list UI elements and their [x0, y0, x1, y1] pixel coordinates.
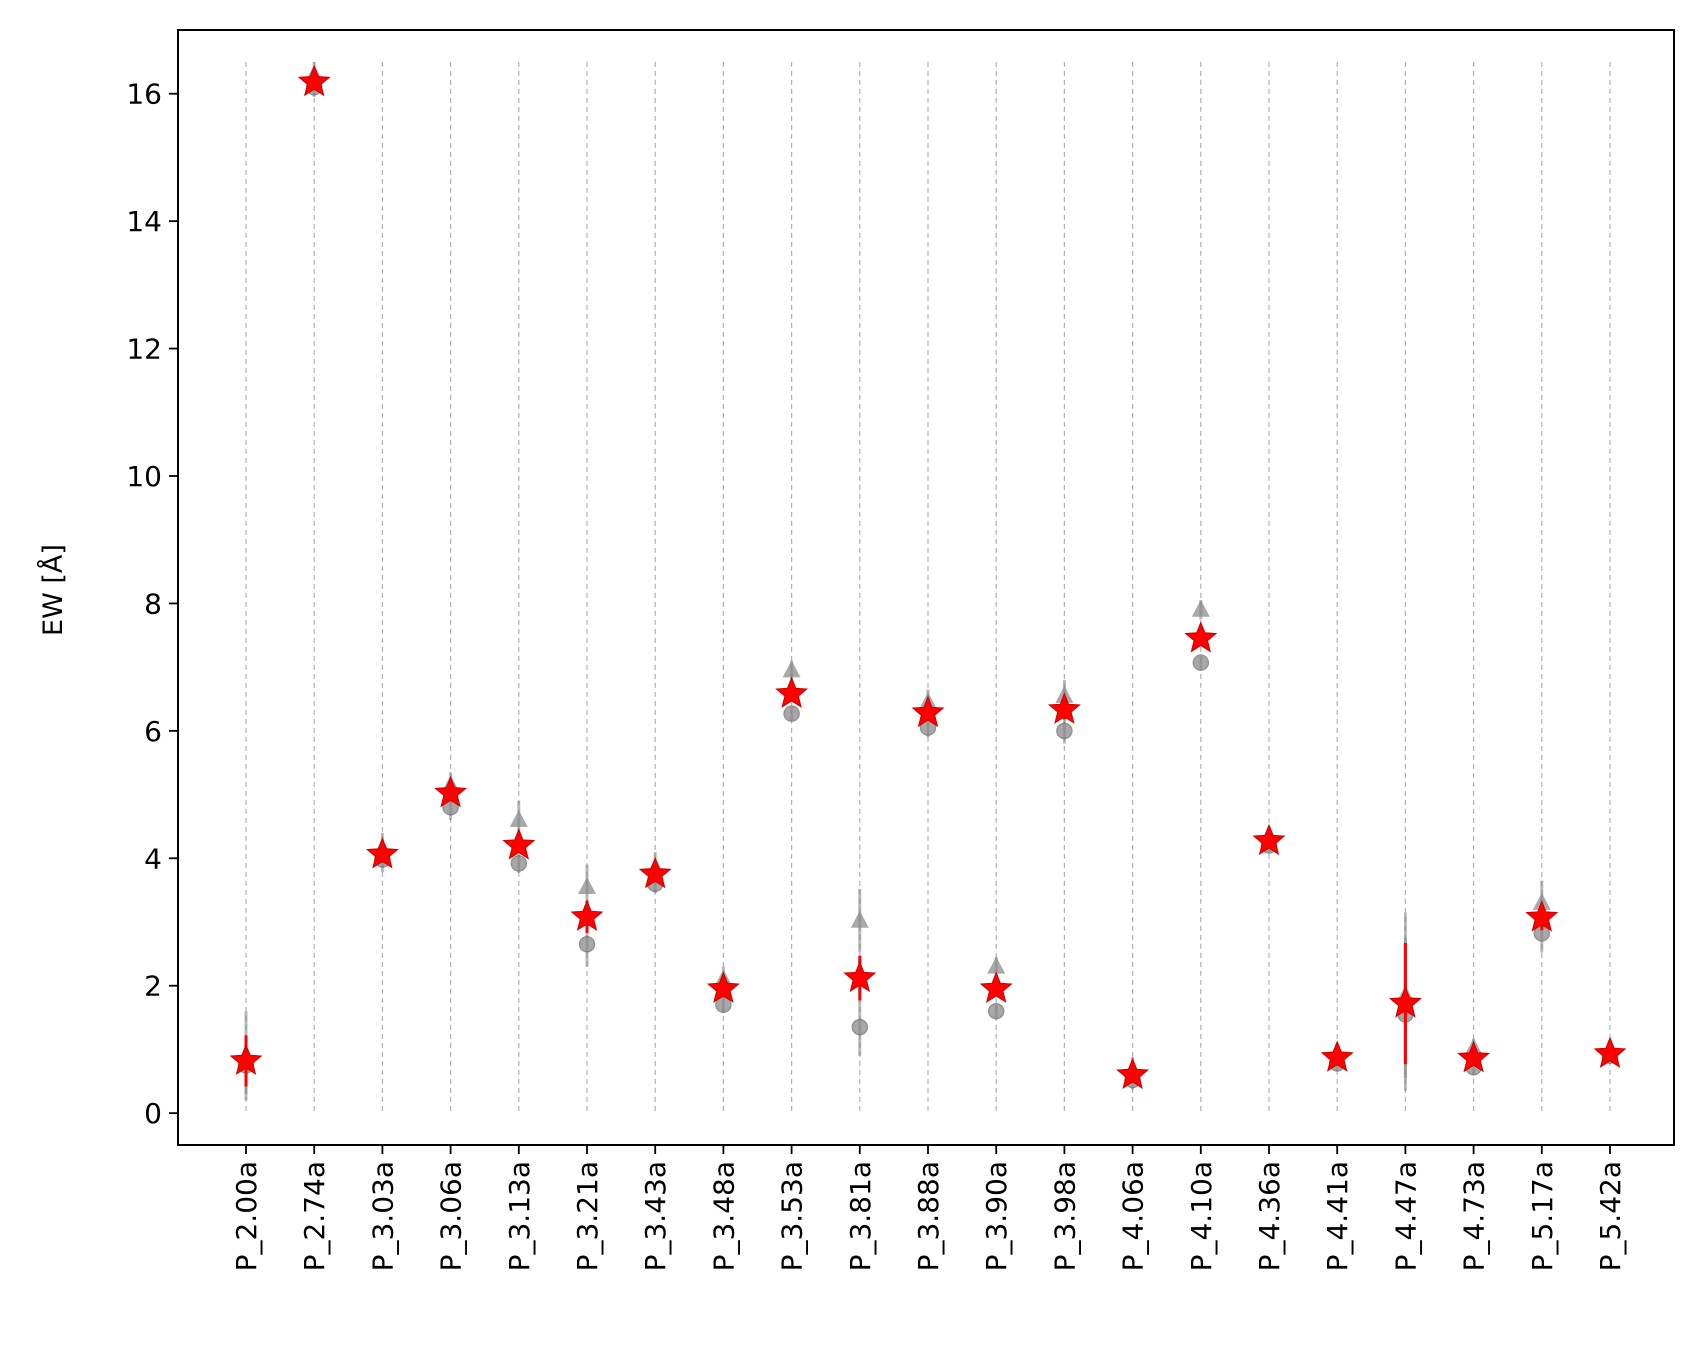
- x-tick-label: P_3.48a: [707, 1161, 740, 1271]
- data-point: [1116, 1057, 1150, 1089]
- y-tick-label: 16: [126, 78, 162, 111]
- y-tick-label: 14: [126, 205, 162, 238]
- grid-lines: [245, 61, 1611, 1114]
- plot-area: [229, 61, 1627, 1101]
- data-point: [1593, 1036, 1627, 1068]
- data-point: [229, 1043, 263, 1075]
- x-tick-label: P_3.13a: [503, 1161, 536, 1271]
- y-tick-label: 6: [144, 715, 162, 748]
- data-point: [365, 837, 399, 869]
- x-tick-label: P_3.03a: [366, 1161, 399, 1271]
- x-tick-label: P_2.74a: [298, 1161, 331, 1271]
- y-axis-label: EW [Å]: [37, 544, 69, 636]
- data-point: [578, 876, 596, 894]
- y-tick-label: 0: [144, 1097, 162, 1130]
- x-tick-label: P_3.81a: [844, 1161, 877, 1271]
- y-tick-label: 4: [144, 842, 162, 875]
- x-tick-label: P_4.41a: [1321, 1161, 1354, 1271]
- data-point: [851, 1018, 869, 1036]
- data-point: [783, 705, 800, 722]
- data-point: [1457, 1040, 1491, 1073]
- data-point: [911, 695, 945, 728]
- data-point: [987, 1002, 1005, 1020]
- data-point: [638, 856, 672, 889]
- x-tick-label: P_2.00a: [230, 1161, 263, 1271]
- plot-frame: [177, 29, 1675, 1146]
- x-tick-label: P_3.98a: [1048, 1161, 1081, 1271]
- data-point: [782, 660, 801, 678]
- data-point: [1320, 1040, 1354, 1072]
- y-tick-label: 2: [144, 970, 162, 1003]
- x-axis: P_2.00a P_2.74a P_3.03a P_3.06a P_3.13a P_3.2…: [230, 1145, 1627, 1271]
- data-point: [1388, 986, 1422, 1018]
- x-tick-label: P_5.17a: [1526, 1161, 1559, 1271]
- data-point: [843, 960, 877, 993]
- data-point: [1192, 654, 1210, 671]
- data-point: [1184, 621, 1218, 653]
- data-point: [706, 971, 740, 1003]
- x-tick-label: P_4.36a: [1253, 1161, 1286, 1271]
- data-point: [1047, 692, 1081, 724]
- series-star: [229, 64, 1627, 1089]
- data-point: [502, 828, 536, 860]
- x-tick-label: P_3.88a: [912, 1161, 945, 1271]
- x-tick-label: P_3.21a: [571, 1161, 604, 1271]
- x-tick-label: P_3.53a: [776, 1161, 809, 1271]
- data-point: [1191, 599, 1210, 617]
- x-tick-label: P_3.90a: [980, 1161, 1013, 1271]
- x-tick-label: P_4.10a: [1185, 1161, 1218, 1271]
- data-point: [775, 676, 809, 708]
- data-point: [1056, 722, 1073, 740]
- data-point: [1252, 823, 1286, 856]
- data-point: [979, 971, 1013, 1003]
- data-point: [850, 910, 869, 928]
- data-point: [570, 899, 604, 931]
- y-tick-label: 8: [144, 587, 162, 620]
- y-tick-label: 12: [126, 333, 162, 366]
- x-tick-label: P_4.73a: [1458, 1161, 1491, 1271]
- data-point: [434, 775, 468, 808]
- x-tick-label: P_4.06a: [1117, 1161, 1150, 1271]
- x-tick-label: P_5.42a: [1594, 1161, 1627, 1271]
- x-tick-label: P_3.43a: [639, 1161, 672, 1271]
- data-point: [715, 996, 732, 1014]
- x-tick-label: P_3.06a: [435, 1161, 468, 1271]
- data-point: [509, 810, 528, 828]
- y-tick-label: 10: [126, 460, 162, 493]
- data-point: [510, 855, 528, 872]
- data-point: [1525, 900, 1559, 932]
- data-point: [578, 936, 596, 953]
- y-axis: 0 2 4 6 8 10 12 14 16: [126, 78, 178, 1130]
- data-point: [297, 64, 331, 97]
- data-point: [987, 956, 1006, 974]
- x-tick-label: P_4.47a: [1389, 1161, 1422, 1271]
